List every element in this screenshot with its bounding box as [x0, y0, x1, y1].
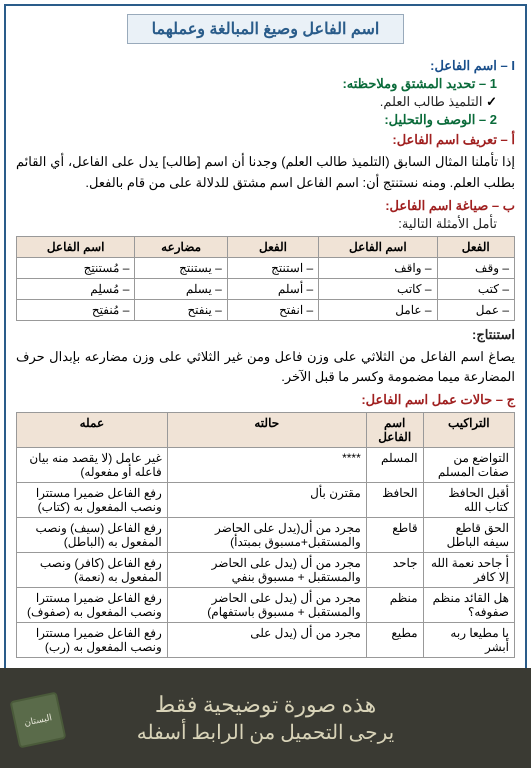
table-cell: – مُنفتِح [17, 299, 135, 320]
table-row: – كتب– كاتب– أسلم– يسلم– مُسلِم [17, 278, 515, 299]
section-i: I – اسم الفاعل: [16, 58, 515, 74]
t1h3: مضارعه [135, 236, 227, 257]
table-cell: التواضع من صفات المسلم [423, 448, 514, 483]
table-cell: **** [167, 448, 366, 483]
table-cell: يا مطيعا ربه أبشر [423, 623, 514, 658]
t2h0: التراكيب [423, 413, 514, 448]
t2h2: حالته [167, 413, 366, 448]
table-cell: المسلم [366, 448, 423, 483]
table-cell: أ جاحد نعمة الله إلا كافر [423, 553, 514, 588]
table-row: – وقف– واقف– استنتج– يستنتج– مُستنتِج [17, 257, 515, 278]
table-cell: – مُسلِم [17, 278, 135, 299]
table-row: التواضع من صفات المسلمالمسلم****غير عامل… [17, 448, 515, 483]
istintaj-text: يصاغ اسم الفاعل من الثلاثي على وزن فاعل … [16, 347, 515, 389]
examine-line: تأمل الأمثلة التالية: [16, 216, 497, 232]
table-cell: قاطع [366, 518, 423, 553]
table-cell: مجرد من أل(يدل على الحاضر والمستقبل+مسبو… [167, 518, 366, 553]
table-cell: هل القائد منظم صفوفه؟ [423, 588, 514, 623]
section-2: 2 – الوصف والتحليل: [16, 112, 497, 128]
title-wrap: اسم الفاعل وصيغ المبالغة وعملهما [16, 14, 515, 54]
section-a: أ – تعريف اسم الفاعل: [16, 132, 515, 148]
table-cell: – أسلم [227, 278, 318, 299]
table-cell: – عمل [437, 299, 514, 320]
example-bullet: التلميذ طالب العلم. [16, 94, 497, 110]
table-cell: منظم [366, 588, 423, 623]
table-cell: – عامل [319, 299, 437, 320]
t1h2: الفعل [227, 236, 318, 257]
table-row: الحق قاطع سيفه الباطلقاطعمجرد من أل(يدل … [17, 518, 515, 553]
table-cell: – مُستنتِج [17, 257, 135, 278]
table-cell: الحافظ [366, 483, 423, 518]
table-cell: رفع الفاعل ضميرا مستترا ونصب المفعول به … [17, 483, 168, 518]
table-row: هل القائد منظم صفوفه؟منظممجرد من أل (يدل… [17, 588, 515, 623]
table-cell: جاحد [366, 553, 423, 588]
table-cell: – استنتج [227, 257, 318, 278]
table-cell: – وقف [437, 257, 514, 278]
table-cell: مقترن بأل [167, 483, 366, 518]
table-1: الفعل اسم الفاعل الفعل مضارعه اسم الفاعل… [16, 236, 515, 321]
table-cell: – كتب [437, 278, 514, 299]
table-cell: – كاتب [319, 278, 437, 299]
table-2: التراكيب اسم الفاعل حالته عمله التواضع م… [16, 412, 515, 658]
table-row: أقبل الحافظ كتاب اللهالحافظمقترن بألرفع … [17, 483, 515, 518]
table-cell: مجرد من أل (يدل على الحاضر والمستقبل + م… [167, 553, 366, 588]
t1h1: اسم الفاعل [319, 236, 437, 257]
table-row: – عمل– عامل– انفتح– ينفتح– مُنفتِح [17, 299, 515, 320]
section-c: ج – حالات عمل اسم الفاعل: [16, 392, 515, 408]
istintaj-label: استنتاج: [16, 327, 515, 343]
t2h3: عمله [17, 413, 168, 448]
table-2-head: التراكيب اسم الفاعل حالته عمله [17, 413, 515, 448]
stamp-icon: البستان [10, 692, 67, 749]
table-cell: مجرد من أل (يدل على الحاضر والمستقبل + م… [167, 588, 366, 623]
table-cell: مجرد من أل (يدل على [167, 623, 366, 658]
table-cell: مطيع [366, 623, 423, 658]
table-cell: رفع الفاعل ضميرا مستترا ونصب المفعول به … [17, 623, 168, 658]
table-cell: – ينفتح [135, 299, 227, 320]
t1h4: اسم الفاعل [17, 236, 135, 257]
table-cell: – يسلم [135, 278, 227, 299]
table-cell: – واقف [319, 257, 437, 278]
table-cell: رفع الفاعل ضميرا مستترا ونصب المفعول به … [17, 588, 168, 623]
t1h0: الفعل [437, 236, 514, 257]
table-cell: غير عامل (لا يقصد منه بيان فاعله أو مفعو… [17, 448, 168, 483]
page-title: اسم الفاعل وصيغ المبالغة وعملهما [127, 14, 405, 44]
table-row: أ جاحد نعمة الله إلا كافرجاحدمجرد من أل … [17, 553, 515, 588]
overlay-line-1: هذه صورة توضيحية فقط [155, 692, 376, 718]
watermark-overlay: البستان هذه صورة توضيحية فقط يرجى التحمي… [0, 668, 531, 768]
table-cell: رفع الفاعل (كافر) ونصب المفعول به (نعمة) [17, 553, 168, 588]
para-a: إذا تأملنا المثال السابق (التلميذ طالب ا… [16, 152, 515, 194]
overlay-line-2: يرجى التحميل من الرابط أسفله [137, 720, 394, 745]
section-1: 1 – تحديد المشتق وملاحظته: [16, 76, 497, 92]
page-frame: اسم الفاعل وصيغ المبالغة وعملهما I – اسم… [4, 4, 527, 760]
section-b: ب – صياغة اسم الفاعل: [16, 198, 515, 214]
t2h1: اسم الفاعل [366, 413, 423, 448]
table-cell: أقبل الحافظ كتاب الله [423, 483, 514, 518]
table-row: يا مطيعا ربه أبشرمطيعمجرد من أل (يدل على… [17, 623, 515, 658]
table-cell: – انفتح [227, 299, 318, 320]
table-1-head: الفعل اسم الفاعل الفعل مضارعه اسم الفاعل [17, 236, 515, 257]
table-cell: – يستنتج [135, 257, 227, 278]
table-cell: رفع الفاعل (سيف) ونصب المفعول به (الباطل… [17, 518, 168, 553]
table-cell: الحق قاطع سيفه الباطل [423, 518, 514, 553]
